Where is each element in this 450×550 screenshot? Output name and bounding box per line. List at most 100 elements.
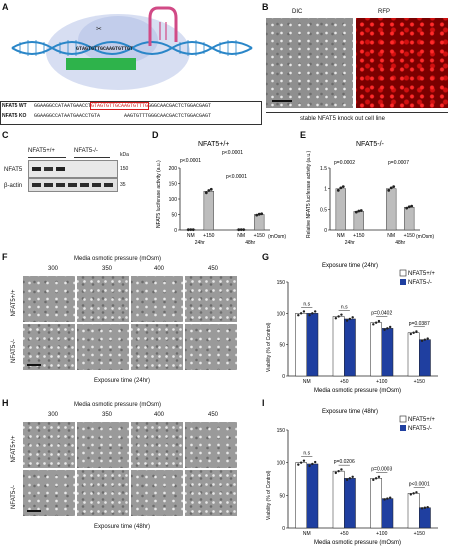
- h-image-wt-300: [22, 421, 76, 469]
- panel-label-b: B: [262, 2, 269, 12]
- data-point: [334, 471, 338, 475]
- x-tick-label: +150: [254, 233, 265, 239]
- data-point: [299, 312, 303, 315]
- f-image-ko-450: [184, 323, 238, 371]
- h-top-label: Media osmotic pressure (mOsm): [74, 402, 162, 408]
- f-row-wt: NFAT5+/+: [11, 289, 17, 317]
- d-pval-2: p<0.0001: [222, 150, 243, 156]
- x-tick-label: +100: [376, 379, 387, 385]
- sig-label: p<0.0001: [409, 481, 430, 487]
- data-point: [204, 191, 208, 195]
- data-point: [388, 496, 392, 499]
- sig-label: n.s: [303, 451, 310, 457]
- data-point: [313, 310, 317, 313]
- data-point: [386, 327, 389, 330]
- bar: [419, 339, 431, 377]
- kda-label: kDa: [120, 152, 129, 158]
- h-image-ko-400: [130, 469, 184, 517]
- data-point: [191, 228, 195, 232]
- data-point: [388, 325, 392, 329]
- y-tick-label: 1: [324, 187, 327, 193]
- f-col-4: 450: [208, 266, 219, 272]
- nfat5-blot-label: NFAT5: [4, 167, 23, 173]
- x-tick-label: +100: [376, 531, 387, 537]
- data-point: [340, 313, 343, 316]
- data-point: [299, 461, 303, 464]
- y-tick-label: 150: [277, 280, 286, 286]
- x-tick-label: NM: [187, 233, 195, 239]
- data-point: [351, 475, 354, 479]
- data-point: [239, 228, 243, 232]
- bar: [381, 498, 394, 529]
- dna-helix: [11, 41, 253, 55]
- d-pval-1: p<0.0001: [180, 158, 201, 164]
- h-image-wt-350: [76, 421, 130, 469]
- data-point: [420, 507, 424, 510]
- bar: [407, 332, 420, 377]
- data-point: [297, 463, 300, 466]
- marker-35: 35: [120, 182, 126, 188]
- y-tick-label: 50: [279, 493, 285, 499]
- y-tick-label: 100: [277, 461, 286, 467]
- bar: [344, 478, 356, 529]
- x-tick-label: NM: [337, 233, 345, 239]
- i-legend-wt: NFAT5+/+: [408, 417, 435, 423]
- data-point: [374, 477, 378, 480]
- y-tick-label: 0: [324, 228, 327, 234]
- data-point: [372, 478, 375, 482]
- y-tick-label: 150: [277, 428, 286, 434]
- data-point: [207, 189, 211, 192]
- y-tick-label: 100: [277, 311, 286, 317]
- x-tick-label: +150: [414, 531, 425, 537]
- y-tick-label: 100: [169, 197, 178, 203]
- ko-sequence: GGAAGGCCATAATGAACCTGTA AAGTGTTTGGGCAACGAC…: [34, 114, 211, 119]
- y-tick-label: 50: [279, 343, 285, 349]
- x-tick-label: NM: [387, 233, 395, 239]
- y-tick-label: 0: [282, 526, 285, 532]
- d-title: NFAT5+/+: [198, 141, 229, 148]
- dic-label: DIC: [292, 9, 303, 15]
- actin-blot-label: β-actin: [4, 183, 23, 189]
- data-point: [337, 469, 340, 473]
- chart-g: Exposure time (24hr) Viability (% of Con…: [266, 263, 438, 394]
- data-point: [348, 477, 352, 480]
- data-point: [302, 310, 306, 313]
- panel-label-i: I: [262, 398, 265, 408]
- bar: [254, 214, 265, 231]
- bar: [370, 478, 382, 529]
- guide-sequence: GTAGTGTTGCAAGTGTTGT: [76, 46, 134, 52]
- data-point: [377, 475, 381, 479]
- data-point: [386, 497, 389, 500]
- data-point: [340, 468, 343, 471]
- panel-label-c: C: [2, 130, 9, 140]
- f-bottom-label: Exposure time (24hr): [94, 378, 151, 384]
- data-point: [189, 228, 193, 232]
- data-point: [372, 323, 375, 326]
- bar: [306, 463, 319, 529]
- x-tick-label: +150: [353, 233, 364, 239]
- g-legend-wt: NFAT5+/+: [408, 271, 435, 277]
- e-pval-2: p=0.0007: [388, 160, 409, 166]
- ko-label: NFAT5 KO: [2, 113, 27, 119]
- wt-seq-b: GGGCAACGACTCTGGACGAGT: [148, 103, 212, 109]
- x-tick-label: +50: [340, 531, 349, 537]
- grna-hairpin: [148, 6, 178, 46]
- x-tick-label: +150: [203, 233, 214, 239]
- e-ylabel: Relative NFAT5 luciferase activity (a.u.…: [306, 151, 312, 238]
- y-tick-label: 1.5: [320, 166, 327, 172]
- data-point: [405, 206, 409, 210]
- panel-label-g: G: [262, 252, 270, 262]
- data-point: [345, 478, 349, 482]
- data-point: [348, 317, 352, 321]
- data-point: [415, 491, 418, 494]
- ko-seq-a: GGAAGGCCATAATGAACCTGTA: [34, 113, 101, 119]
- h-image-ko-350: [76, 469, 130, 517]
- data-point: [345, 319, 349, 322]
- data-point: [359, 209, 363, 212]
- ko-lane-label: NFAT5-/-: [74, 148, 98, 154]
- bar: [419, 507, 431, 529]
- legend-swatch-wt: [399, 269, 407, 277]
- data-point: [389, 186, 393, 190]
- y-tick-label: 150: [169, 182, 178, 188]
- bar: [306, 313, 319, 377]
